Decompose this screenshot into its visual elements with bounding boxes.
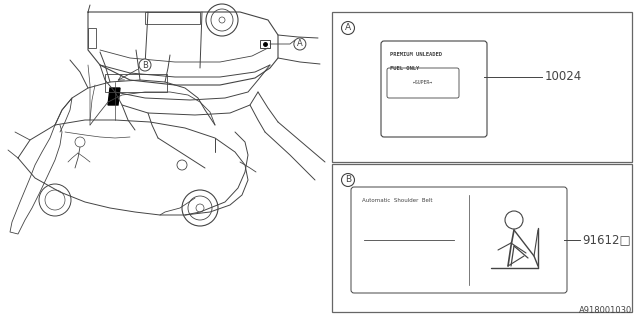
Text: B: B — [345, 175, 351, 185]
Text: A: A — [297, 39, 303, 49]
Text: 10024: 10024 — [545, 70, 582, 84]
Bar — [88, 28, 96, 48]
Text: Automatic  Shoulder  Belt: Automatic Shoulder Belt — [362, 198, 433, 203]
Bar — [105, 74, 167, 92]
Text: FUEL ONLY: FUEL ONLY — [390, 66, 419, 71]
Text: 91612□: 91612□ — [582, 234, 630, 246]
Bar — [332, 164, 632, 312]
Polygon shape — [108, 88, 120, 105]
Bar — [145, 12, 200, 24]
Text: PREMIUM UNLEADED: PREMIUM UNLEADED — [390, 52, 442, 57]
Text: B: B — [142, 60, 148, 69]
Text: A918001030: A918001030 — [579, 306, 632, 315]
Bar — [332, 12, 632, 162]
Text: ←SUPER→: ←SUPER→ — [413, 81, 433, 85]
Bar — [260, 40, 270, 48]
Text: A: A — [345, 23, 351, 33]
